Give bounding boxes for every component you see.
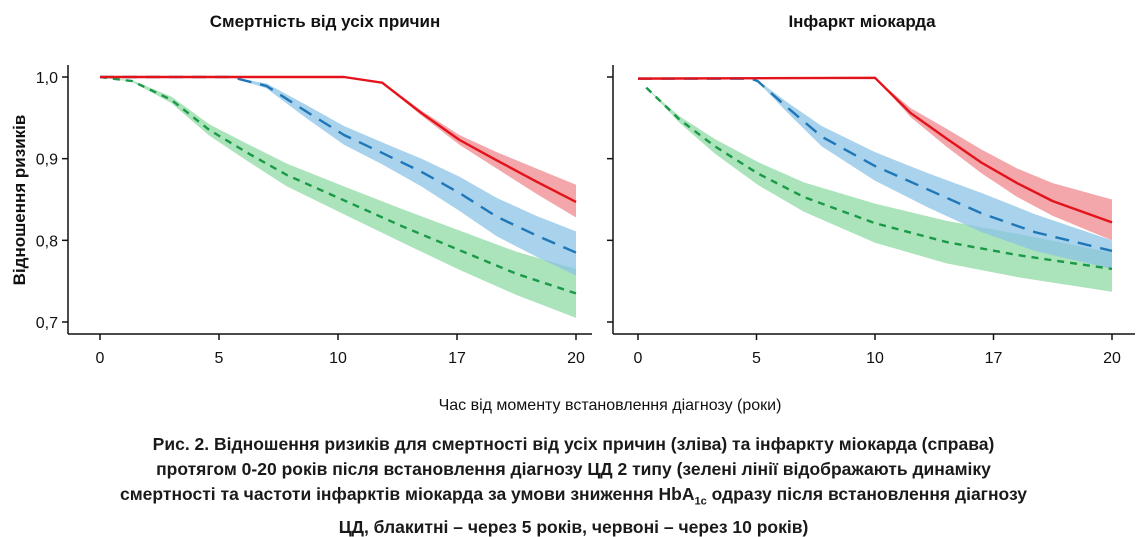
caption-subscript: 1c [694, 495, 707, 508]
red-series-line [100, 75, 577, 204]
x-tick-label: 5 [215, 350, 224, 367]
x-tick-label: 10 [866, 350, 884, 367]
left-plot: 1,0 0,9 0,8 0,7 0 5 10 17 20 [36, 65, 592, 367]
y-axis-label: Відношення ризиків [10, 115, 29, 286]
figure-caption: Рис. 2. Відношення ризиків для смертност… [0, 432, 1147, 537]
right-plot: 0 5 10 17 20 [607, 65, 1135, 367]
red-series-line [637, 76, 1113, 224]
blue-confidence-band [638, 78, 1112, 269]
caption-line: ЦД, блакитні – через 5 років, червоні – … [338, 516, 809, 537]
caption-line: смертності та частоти інфарктів міокарда… [0, 482, 1147, 515]
caption-text: смертності та частоти інфарктів міокарда… [120, 484, 695, 504]
y-tick-label: 0,8 [36, 233, 58, 250]
right-chart-title: Інфаркт міокарда [788, 12, 936, 31]
green-confidence-band [100, 77, 576, 318]
x-tick-label: 20 [1103, 350, 1121, 367]
red-confidence-band [100, 77, 576, 218]
y-tick-label: 0,7 [36, 315, 58, 332]
y-tick-label: 1,0 [36, 70, 58, 87]
caption-text: одразу після встановлення діагнозу [706, 484, 1027, 504]
y-tick-label: 0,9 [36, 152, 58, 169]
x-tick-label: 0 [634, 350, 643, 367]
green-confidence-band [646, 87, 1112, 292]
x-tick-label: 20 [567, 350, 585, 367]
blue-series-line [638, 77, 1113, 253]
x-tick-label: 10 [329, 350, 347, 367]
green-series-line [99, 75, 577, 295]
blue-confidence-band [100, 77, 576, 276]
x-tick-label: 17 [985, 350, 1003, 367]
chart-area: Смертність від усіх причин Інфаркт міока… [10, 12, 1135, 414]
x-tick-label: 5 [752, 350, 761, 367]
left-chart-title: Смертність від усіх причин [210, 12, 441, 31]
caption-line: протягом 0-20 років після встановлення д… [156, 459, 991, 479]
caption-line: Рис. 2. Відношення ризиків для смертност… [152, 434, 995, 454]
x-tick-label: 17 [448, 350, 466, 367]
x-tick-label: 0 [96, 350, 105, 367]
blue-series-line [100, 75, 577, 254]
green-series-line [645, 86, 1113, 271]
x-axis-label: Час від моменту встановлення діагнозу (р… [439, 397, 782, 414]
